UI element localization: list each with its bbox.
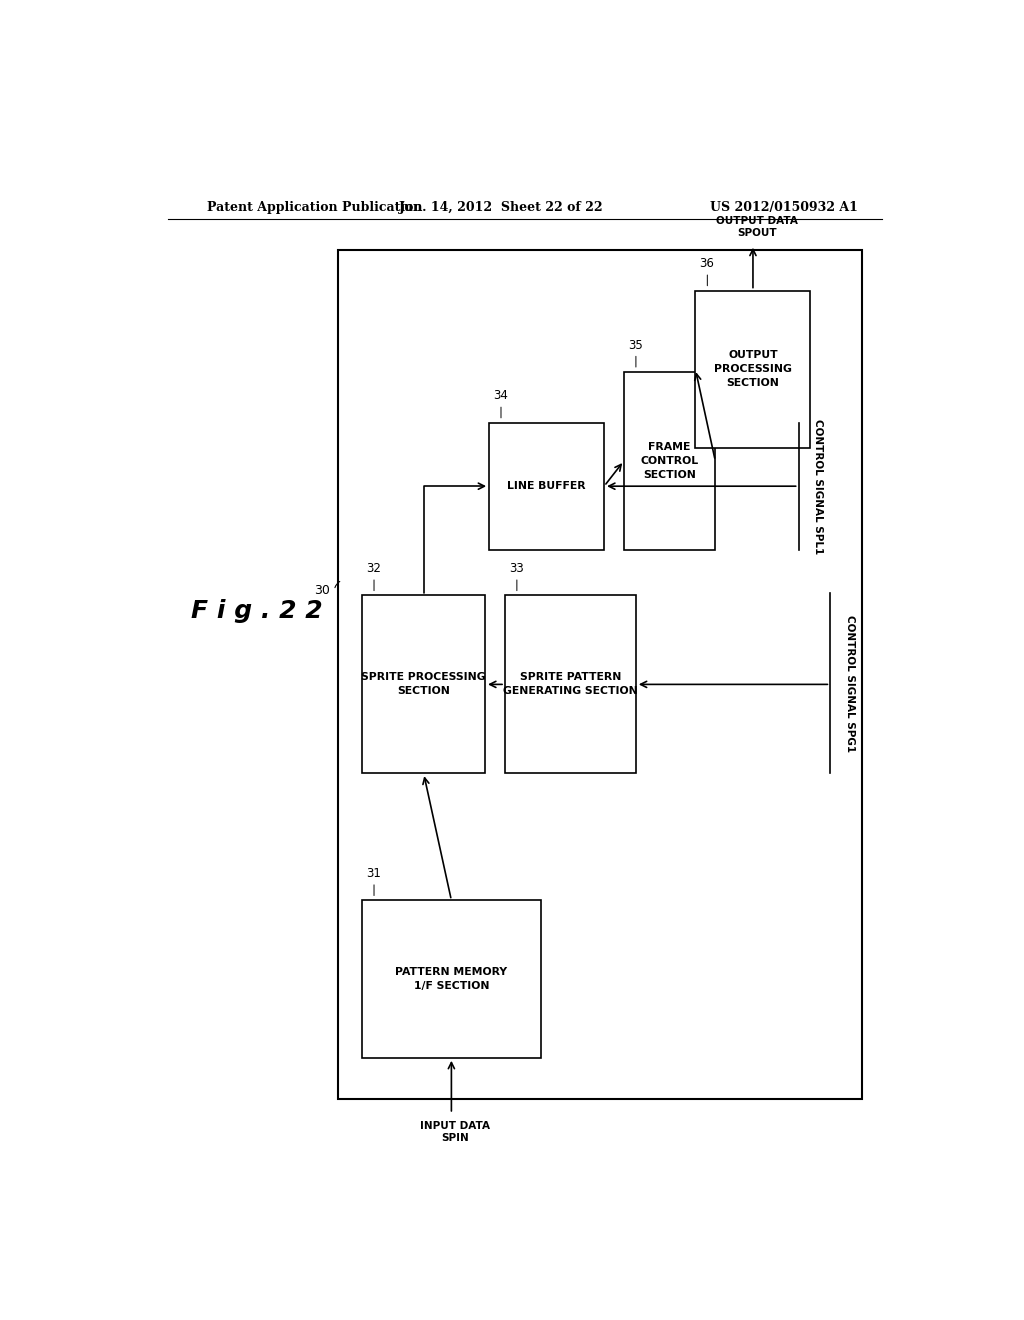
Text: SPRITE PROCESSING
SECTION: SPRITE PROCESSING SECTION <box>361 672 486 697</box>
Text: SPRITE PATTERN
GENERATING SECTION: SPRITE PATTERN GENERATING SECTION <box>503 672 638 697</box>
Text: CONTROL SIGNAL SPL1: CONTROL SIGNAL SPL1 <box>813 418 823 554</box>
Bar <box>362 595 485 774</box>
Bar <box>489 422 604 549</box>
Text: 35: 35 <box>628 338 643 351</box>
Bar <box>695 290 811 447</box>
Bar <box>505 595 636 774</box>
Text: INPUT DATA
SPIN: INPUT DATA SPIN <box>421 1121 490 1143</box>
Text: US 2012/0150932 A1: US 2012/0150932 A1 <box>711 201 858 214</box>
Text: 33: 33 <box>509 562 523 576</box>
Text: 31: 31 <box>367 867 381 880</box>
Text: 30: 30 <box>314 583 331 597</box>
Bar <box>362 900 541 1057</box>
Text: FRAME
CONTROL
SECTION: FRAME CONTROL SECTION <box>641 442 698 479</box>
Text: OUTPUT DATA
SPOUT: OUTPUT DATA SPOUT <box>716 216 798 238</box>
Text: Jun. 14, 2012  Sheet 22 of 22: Jun. 14, 2012 Sheet 22 of 22 <box>398 201 603 214</box>
Text: 36: 36 <box>699 257 715 271</box>
Text: Patent Application Publication: Patent Application Publication <box>207 201 423 214</box>
Bar <box>624 372 715 549</box>
Text: 34: 34 <box>494 389 508 403</box>
Text: LINE BUFFER: LINE BUFFER <box>507 482 586 491</box>
Text: F i g . 2 2: F i g . 2 2 <box>191 599 324 623</box>
Bar <box>338 249 862 1098</box>
Text: OUTPUT
PROCESSING
SECTION: OUTPUT PROCESSING SECTION <box>714 350 792 388</box>
Text: 32: 32 <box>367 562 381 576</box>
Text: CONTROL SIGNAL SPG1: CONTROL SIGNAL SPG1 <box>845 615 855 752</box>
Text: PATTERN MEMORY
1/F SECTION: PATTERN MEMORY 1/F SECTION <box>395 968 508 991</box>
